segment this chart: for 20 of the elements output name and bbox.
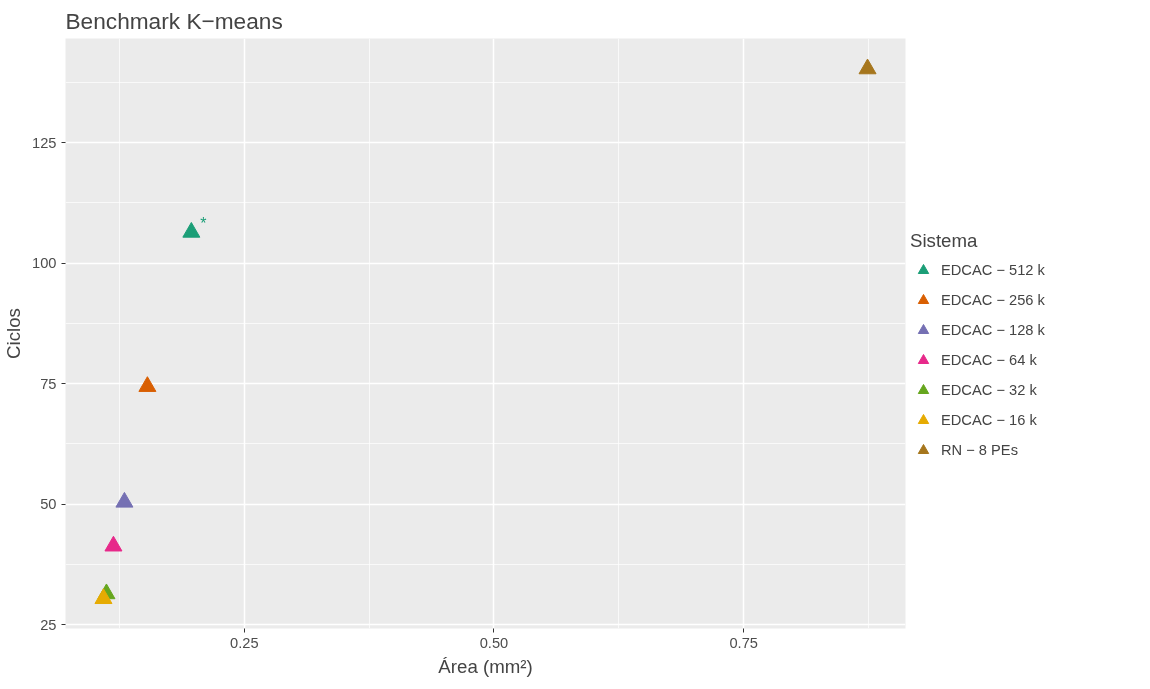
y-axis-title: Ciclos bbox=[3, 308, 25, 359]
y-tick-label: 50 bbox=[40, 496, 57, 513]
annotation: * bbox=[200, 214, 207, 232]
y-tick-label: 100 bbox=[32, 255, 57, 272]
y-tick-label: 75 bbox=[40, 375, 57, 392]
chart-title: Benchmark K−means bbox=[65, 7, 283, 34]
legend-label: EDCAC − 128 k bbox=[941, 322, 1045, 338]
x-tick-label: 0.50 bbox=[479, 634, 509, 651]
legend-label: EDCAC − 64 k bbox=[941, 352, 1037, 368]
y-tick-label: 25 bbox=[40, 616, 57, 633]
legend-label: RN − 8 PEs bbox=[941, 442, 1018, 458]
legend-label: EDCAC − 32 k bbox=[941, 382, 1037, 398]
legend-label: EDCAC − 512 k bbox=[941, 262, 1045, 278]
legend-title: Sistema bbox=[910, 230, 979, 252]
y-tick-label: 125 bbox=[32, 134, 57, 151]
x-tick-label: 0.25 bbox=[230, 634, 259, 651]
legend-label: EDCAC − 16 k bbox=[941, 412, 1037, 428]
x-tick-label: 0.75 bbox=[729, 634, 758, 651]
legend-label: EDCAC − 256 k bbox=[941, 292, 1045, 308]
x-axis-title: Área (mm²) bbox=[438, 655, 533, 677]
